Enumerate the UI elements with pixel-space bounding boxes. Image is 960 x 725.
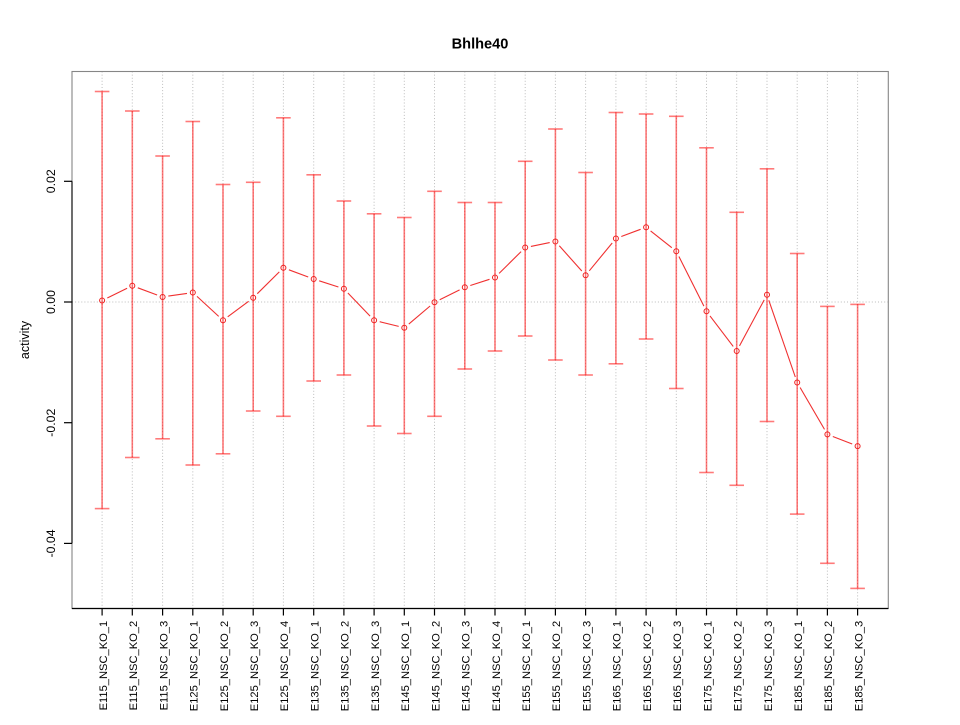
svg-text:E125_NSC_KO_4: E125_NSC_KO_4	[279, 621, 291, 711]
svg-text:E185_NSC_KO_2: E185_NSC_KO_2	[823, 621, 835, 711]
svg-text:E125_NSC_KO_1: E125_NSC_KO_1	[189, 621, 201, 711]
svg-text:E175_NSC_KO_3: E175_NSC_KO_3	[763, 621, 775, 711]
svg-text:E115_NSC_KO_1: E115_NSC_KO_1	[98, 621, 110, 711]
svg-text:E155_NSC_KO_1: E155_NSC_KO_1	[521, 621, 533, 711]
svg-text:E165_NSC_KO_3: E165_NSC_KO_3	[672, 621, 684, 711]
svg-text:E175_NSC_KO_1: E175_NSC_KO_1	[702, 621, 714, 711]
svg-text:E115_NSC_KO_2: E115_NSC_KO_2	[128, 621, 140, 711]
svg-text:E185_NSC_KO_1: E185_NSC_KO_1	[793, 621, 805, 711]
svg-text:activity: activity	[18, 320, 32, 359]
svg-text:0.02: 0.02	[44, 169, 58, 193]
svg-text:E145_NSC_KO_2: E145_NSC_KO_2	[430, 621, 442, 711]
svg-text:0.00: 0.00	[44, 290, 58, 314]
svg-text:E145_NSC_KO_1: E145_NSC_KO_1	[400, 621, 412, 711]
svg-text:E185_NSC_KO_3: E185_NSC_KO_3	[853, 621, 865, 711]
svg-text:-0.04: -0.04	[44, 529, 58, 557]
svg-text:E165_NSC_KO_2: E165_NSC_KO_2	[642, 621, 654, 711]
svg-text:E135_NSC_KO_2: E135_NSC_KO_2	[340, 621, 352, 711]
svg-text:-0.02: -0.02	[44, 409, 58, 437]
svg-text:E155_NSC_KO_3: E155_NSC_KO_3	[581, 621, 593, 711]
svg-text:E145_NSC_KO_4: E145_NSC_KO_4	[491, 621, 503, 711]
svg-text:Bhlhe40: Bhlhe40	[452, 36, 509, 52]
svg-text:E135_NSC_KO_1: E135_NSC_KO_1	[310, 621, 322, 711]
svg-text:E125_NSC_KO_2: E125_NSC_KO_2	[219, 621, 231, 711]
svg-text:E175_NSC_KO_2: E175_NSC_KO_2	[733, 621, 745, 711]
svg-text:E145_NSC_KO_3: E145_NSC_KO_3	[461, 621, 473, 711]
svg-text:E115_NSC_KO_3: E115_NSC_KO_3	[158, 621, 170, 711]
svg-text:E125_NSC_KO_3: E125_NSC_KO_3	[249, 621, 261, 711]
svg-text:E165_NSC_KO_1: E165_NSC_KO_1	[612, 621, 624, 711]
svg-text:E135_NSC_KO_3: E135_NSC_KO_3	[370, 621, 382, 711]
svg-text:E155_NSC_KO_2: E155_NSC_KO_2	[551, 621, 563, 711]
